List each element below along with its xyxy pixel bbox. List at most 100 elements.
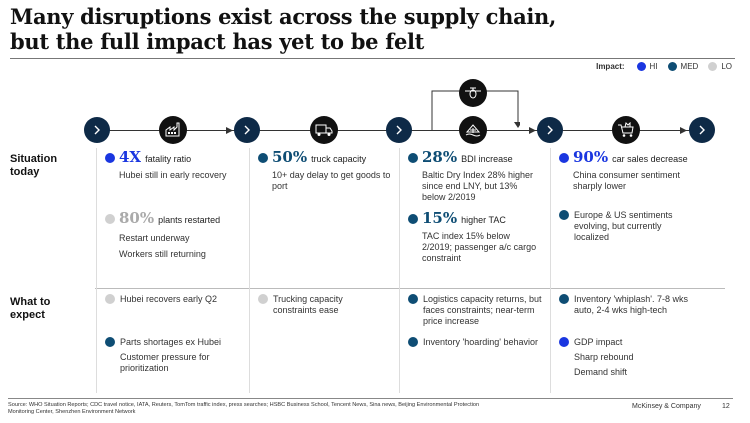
title-divider <box>10 58 735 59</box>
expect-text: Inventory 'whiplash'. 7-8 wks auto, 2-4 … <box>574 294 688 315</box>
source-note: Source: WHO Situation Reports; CDC trave… <box>8 402 480 415</box>
stat-truck-capacity: 50% truck capacity <box>258 148 399 166</box>
stat-detail: Workers still returning <box>119 249 206 259</box>
situation-text: Europe & US sentiments evolving, but cur… <box>574 210 673 242</box>
column-shipping-air: 28% BDI increase Baltic Dry Index 28% hi… <box>399 148 549 393</box>
stat-label: truck capacity <box>311 154 367 164</box>
lo-dot-icon <box>708 62 718 71</box>
chevron-right-icon <box>84 117 110 143</box>
column-trucking: 50% truck capacity 10+ day delay to get … <box>249 148 399 393</box>
title-line-2: but the full impact has yet to be felt <box>10 29 425 54</box>
expect-item: Trucking capacity constraints ease <box>258 294 388 316</box>
row-label-situation: Situation today <box>10 153 58 178</box>
stat-label: BDI increase <box>461 154 513 164</box>
stat-car-sales: 90% car sales decrease <box>559 148 710 166</box>
chevron-right-icon <box>386 117 412 143</box>
stat-label: higher TAC <box>461 215 506 225</box>
stat-detail: TAC index 15% below 2/2019; passenger a/… <box>422 231 537 263</box>
legend-item-hi: HI <box>636 62 658 71</box>
page-title: Many disruptions exist across the supply… <box>10 4 740 54</box>
hi-dot-icon <box>636 62 646 71</box>
expect-item: Inventory 'hoarding' behavior <box>408 337 546 348</box>
footer-divider <box>8 398 733 399</box>
flow-arrowhead <box>680 127 687 134</box>
expect-text: Inventory 'hoarding' behavior <box>423 337 539 347</box>
stat-detail: Hubei still in early recovery <box>119 170 227 180</box>
expect-sub: Demand shift <box>574 367 628 377</box>
expect-bullet: Parts shortages ex Hubei <box>105 337 245 348</box>
ship-icon <box>459 116 487 144</box>
impact-lo-icon <box>105 214 115 224</box>
impact-legend: Impact: HI MED LO <box>596 62 732 71</box>
expect-text: Parts shortages ex Hubei <box>120 337 222 347</box>
legend-med-label: MED <box>680 62 699 71</box>
situation-item: Europe & US sentiments evolving, but cur… <box>559 210 689 243</box>
med-dot-icon <box>667 62 677 71</box>
impact-med-icon <box>408 337 418 347</box>
expect-sub: Sharp rebound <box>574 352 634 362</box>
stat-number: 4X <box>119 148 142 166</box>
column-production: 4X fatality ratio Hubei still in early r… <box>96 148 246 393</box>
flow-arrowhead <box>226 127 233 134</box>
legend-lo-label: LO <box>721 62 732 71</box>
impact-med-icon <box>408 214 418 224</box>
legend-item-lo: LO <box>708 62 732 71</box>
impact-med-icon <box>559 210 569 220</box>
chevron-right-icon <box>689 117 715 143</box>
row-label-expect: What to expect <box>10 296 51 321</box>
expect-text: GDP impact <box>574 337 623 347</box>
row-divider <box>95 288 725 289</box>
expect-item: Parts shortages ex Hubei Customer pressu… <box>105 337 245 374</box>
column-consumer: 90% car sales decrease China consumer se… <box>550 148 710 393</box>
impact-hi-icon <box>559 153 569 163</box>
expect-item: Hubei recovers early Q2 <box>105 294 245 305</box>
impact-lo-icon <box>258 294 268 304</box>
impact-med-icon <box>258 153 268 163</box>
impact-hi-icon <box>559 337 569 347</box>
flow-arrowhead <box>529 127 536 134</box>
impact-hi-icon <box>105 153 115 163</box>
stat-higher-tac: 15% higher TAC <box>408 209 549 227</box>
stat-label: plants restarted <box>158 215 221 225</box>
truck-icon <box>310 116 338 144</box>
stat-plants-restarted: 80% plants restarted <box>105 209 246 227</box>
stat-number: 80% <box>119 209 155 227</box>
expect-item: Inventory 'whiplash'. 7-8 wks auto, 2-4 … <box>559 294 689 316</box>
impact-med-icon <box>105 337 115 347</box>
stat-label: car sales decrease <box>612 154 688 164</box>
expect-bullet: GDP impact <box>559 337 689 348</box>
stat-detail: Restart underway <box>119 233 190 243</box>
expect-item: Logistics capacity returns, but faces co… <box>408 294 546 327</box>
brand-name: McKinsey & Company <box>632 403 701 410</box>
stat-fatality-ratio: 4X fatality ratio <box>105 148 246 166</box>
stat-bdi-increase: 28% BDI increase <box>408 148 549 166</box>
legend-hi-label: HI <box>649 62 658 71</box>
supply-chain-flow <box>0 79 750 150</box>
chevron-right-icon <box>234 117 260 143</box>
expect-text: Logistics capacity returns, but faces co… <box>423 294 542 326</box>
stat-label: fatality ratio <box>145 154 192 164</box>
impact-med-icon <box>408 153 418 163</box>
factory-icon <box>159 116 187 144</box>
expect-text: Hubei recovers early Q2 <box>120 294 218 304</box>
stat-detail: China consumer sentiment sharply lower <box>573 170 681 191</box>
stat-detail: 10+ day delay to get goods to port <box>272 170 391 191</box>
shopping-cart-icon <box>612 116 640 144</box>
page-number: 12 <box>722 403 730 410</box>
expect-item: GDP impact Sharp rebound Demand shift <box>559 337 689 378</box>
stat-number: 28% <box>422 148 458 166</box>
impact-med-icon <box>408 294 418 304</box>
expect-sub: Customer pressure for prioritization <box>120 352 210 373</box>
legend-item-med: MED <box>667 62 699 71</box>
chevron-right-icon <box>537 117 563 143</box>
stat-number: 90% <box>573 148 609 166</box>
expect-text: Trucking capacity constraints ease <box>273 294 343 315</box>
stat-number: 15% <box>422 209 458 227</box>
legend-label: Impact: <box>596 62 625 71</box>
title-line-1: Many disruptions exist across the supply… <box>10 4 557 29</box>
stat-detail: Baltic Dry Index 28% higher since end LN… <box>422 170 534 202</box>
airplane-icon <box>459 79 487 107</box>
impact-med-icon <box>559 294 569 304</box>
impact-lo-icon <box>105 294 115 304</box>
stat-number: 50% <box>272 148 308 166</box>
